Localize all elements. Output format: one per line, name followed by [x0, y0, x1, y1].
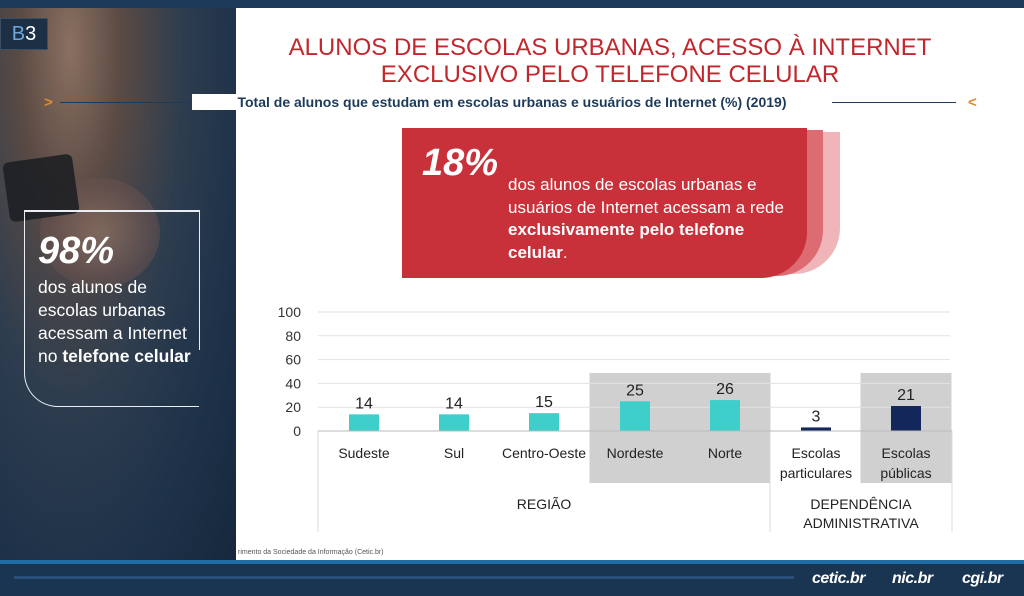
category-label: Sul	[444, 445, 464, 461]
y-tick-label: 60	[285, 352, 301, 368]
bar	[801, 427, 831, 431]
chevron-right-icon: >	[44, 94, 53, 111]
category-label: Sudeste	[338, 445, 390, 461]
chevron-left-icon: <	[968, 94, 977, 111]
page-title: ALUNOS DE ESCOLAS URBANAS, ACESSO À INTE…	[288, 34, 932, 88]
subtitle-rule-right	[826, 102, 956, 103]
bar	[710, 400, 740, 431]
callout-description: dos alunos de escolas urbanas e usuários…	[508, 175, 784, 262]
data-label: 21	[897, 387, 915, 404]
bar	[891, 406, 921, 431]
chart-subtitle: Total de alunos que estudam em escolas u…	[192, 94, 832, 110]
category-label: Escolas	[791, 445, 840, 461]
cetic-logo: cetic.br	[812, 570, 865, 587]
stat-frame	[24, 210, 200, 407]
data-label: 25	[626, 382, 644, 399]
stat-value: 98%	[38, 230, 115, 272]
data-label: 15	[535, 394, 553, 411]
nic-logo: nic.br	[892, 570, 933, 587]
category-label: públicas	[880, 465, 931, 481]
y-tick-label: 100	[278, 304, 302, 320]
category-label: Norte	[708, 445, 742, 461]
subtitle-rule-left	[60, 102, 200, 103]
stat-description: dos alunos de escolas urbanas acessam a …	[38, 277, 191, 366]
data-label: 26	[716, 381, 734, 398]
source-note: rimento da Sociedade da Informação (Ceti…	[238, 549, 384, 556]
footer: cetic.br nic.br cgi.br	[0, 560, 1024, 596]
top-bar	[0, 0, 1024, 8]
callout-value: 18%	[422, 142, 499, 184]
category-label: Nordeste	[607, 445, 664, 461]
callout-box	[402, 128, 807, 278]
data-label: 3	[812, 408, 821, 425]
bar	[349, 414, 379, 431]
y-tick-label: 20	[285, 399, 301, 415]
data-label: 14	[445, 395, 463, 412]
slide-badge: B3	[0, 18, 48, 50]
category-label: Centro-Oeste	[502, 445, 586, 461]
category-label: particulares	[780, 465, 852, 481]
group-label: ADMINISTRATIVA	[803, 515, 919, 531]
y-tick-label: 0	[293, 423, 301, 439]
bar	[620, 401, 650, 431]
cgi-logo: cgi.br	[962, 570, 1003, 587]
y-tick-label: 40	[285, 375, 301, 391]
bar	[439, 414, 469, 431]
group-label: REGIÃO	[517, 496, 572, 512]
bar	[529, 413, 559, 431]
category-label: Escolas	[881, 445, 930, 461]
group-label: DEPENDÊNCIA	[810, 496, 912, 512]
y-tick-label: 80	[285, 328, 301, 344]
data-label: 14	[355, 395, 373, 412]
